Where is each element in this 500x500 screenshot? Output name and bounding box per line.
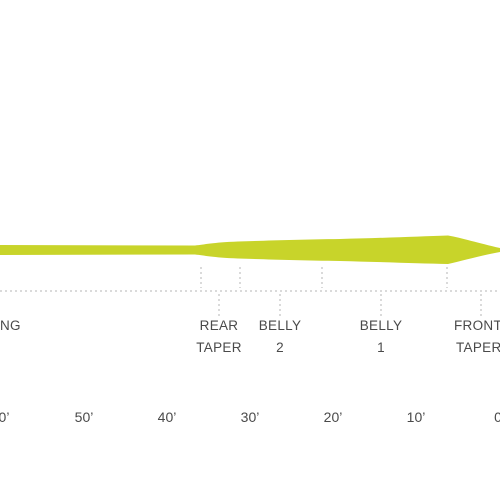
label-belly-1-line2: 1 (377, 340, 385, 355)
label-rear-taper-line2: TAPER (196, 340, 242, 355)
label-rear-taper-line1: REAR (199, 318, 239, 333)
label-belly-2-line2: 2 (276, 340, 284, 355)
tick-20: 20’ (323, 409, 343, 425)
tick-50: 50’ (74, 409, 94, 425)
tick-40: 40’ (157, 409, 177, 425)
label-front-taper-line1: FRONT (454, 318, 500, 333)
label-belly-2: BELLY 2 (254, 315, 306, 359)
label-belly-2-line1: BELLY (258, 318, 302, 333)
label-belly-1: BELLY 1 (355, 315, 407, 359)
label-front-taper-line2: TAPER (456, 340, 500, 355)
fly-line-shape (0, 235, 500, 264)
tick-0: 0 (494, 409, 500, 425)
label-rear-taper: REAR TAPER (192, 315, 246, 359)
label-belly-1-line1: BELLY (359, 318, 403, 333)
tick-10: 10’ (406, 409, 426, 425)
label-running-line: NG (0, 315, 21, 337)
label-running-text: NG (0, 318, 21, 333)
tick-60: 0’ (0, 409, 10, 425)
tick-30: 30’ (240, 409, 260, 425)
label-front-taper: FRONT TAPER (454, 315, 500, 359)
